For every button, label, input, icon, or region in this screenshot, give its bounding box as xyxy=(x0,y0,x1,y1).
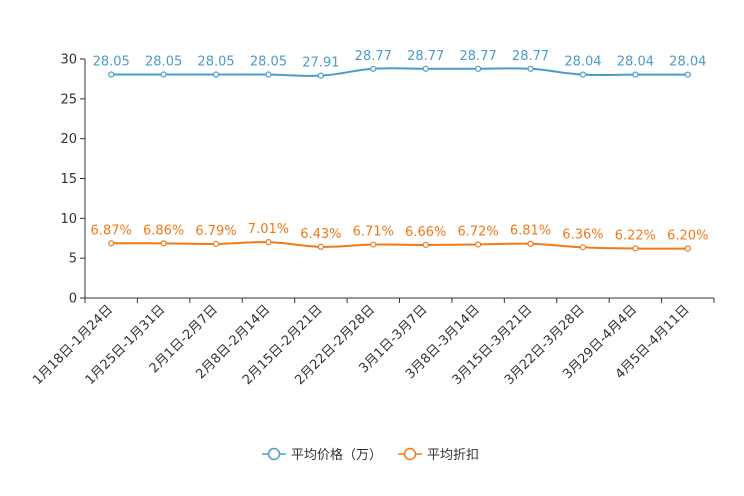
price-data-label: 28.04 xyxy=(617,55,654,70)
y-tick-label: 25 xyxy=(60,92,77,107)
price-data-label: 28.05 xyxy=(197,55,234,70)
price-point xyxy=(317,72,324,79)
y-tick-label: 20 xyxy=(60,132,77,147)
discount-data-label: 6.81% xyxy=(510,224,551,239)
price-data-label: 27.91 xyxy=(302,56,339,71)
price-data-label: 28.05 xyxy=(145,55,182,70)
discount-point xyxy=(422,241,429,249)
discount-point xyxy=(579,244,587,251)
price-point xyxy=(265,71,272,78)
legend-price-label: 平均价格（万） xyxy=(291,447,382,463)
price-data-label: 28.04 xyxy=(669,55,706,70)
price-data-label: 28.77 xyxy=(512,49,549,64)
y-tick-label: 10 xyxy=(60,212,77,227)
discount-data-label: 6.43% xyxy=(300,227,341,242)
y-tick-label: 5 xyxy=(69,252,77,267)
price-data-label: 28.77 xyxy=(407,49,444,64)
discount-point xyxy=(527,240,534,247)
discount-data-label: 6.20% xyxy=(667,229,708,244)
discount-data-label: 6.22% xyxy=(615,228,656,243)
discount-data-label: 6.36% xyxy=(562,227,603,242)
discount-point xyxy=(684,245,691,252)
series-layer xyxy=(108,65,691,252)
price-point xyxy=(632,71,639,78)
discount-point xyxy=(108,240,115,247)
discount-point xyxy=(212,240,220,248)
discount-data-label: 6.79% xyxy=(195,224,236,239)
price-data-label: 28.05 xyxy=(250,55,287,70)
price-point xyxy=(108,71,115,78)
discount-data-label: 6.66% xyxy=(405,225,446,240)
price-point xyxy=(422,65,429,72)
axes: 0510152025301月18日-1月24日1月25日-1月31日2月1日-2… xyxy=(30,53,715,388)
price-data-label: 28.77 xyxy=(460,49,497,64)
data-labels: 28.05 28.05 28.05 28.05 27.91 28.77 28.77 28.77… xyxy=(91,49,709,244)
legend-discount-marker-icon xyxy=(403,447,417,461)
legend-item-price[interactable]: 平均价格（万） xyxy=(262,447,382,463)
price-series-line xyxy=(111,67,688,77)
discount-data-label: 6.72% xyxy=(457,224,498,239)
price-point xyxy=(160,71,167,78)
legend-item-discount[interactable]: 平均折扣 xyxy=(398,447,479,463)
y-tick-label: 0 xyxy=(69,292,77,307)
price-point xyxy=(212,71,220,78)
price-point xyxy=(527,65,534,72)
discount-data-label: 7.01% xyxy=(248,222,289,237)
discount-point xyxy=(317,243,324,250)
legend-discount-label: 平均折扣 xyxy=(427,448,479,463)
discount-series-line xyxy=(111,241,688,250)
price-data-label: 28.04 xyxy=(564,55,601,70)
price-point xyxy=(579,71,587,78)
discount-point xyxy=(265,239,272,246)
discount-point xyxy=(475,241,482,248)
price-point xyxy=(475,65,482,72)
discount-data-label: 6.86% xyxy=(143,223,184,238)
y-tick-label: 15 xyxy=(60,172,77,187)
discount-data-label: 6.87% xyxy=(91,223,132,238)
price-data-label: 28.77 xyxy=(355,49,392,64)
legend: 平均价格（万） 平均折扣 xyxy=(262,447,479,463)
discount-point xyxy=(632,245,639,252)
discount-point xyxy=(160,240,167,247)
price-data-label: 28.05 xyxy=(93,55,130,70)
price-point xyxy=(684,71,691,78)
legend-price-marker-icon xyxy=(267,447,281,461)
price-point xyxy=(370,65,377,72)
discount-point xyxy=(370,241,377,248)
y-tick-label: 30 xyxy=(60,53,77,68)
discount-data-label: 6.71% xyxy=(353,225,394,240)
